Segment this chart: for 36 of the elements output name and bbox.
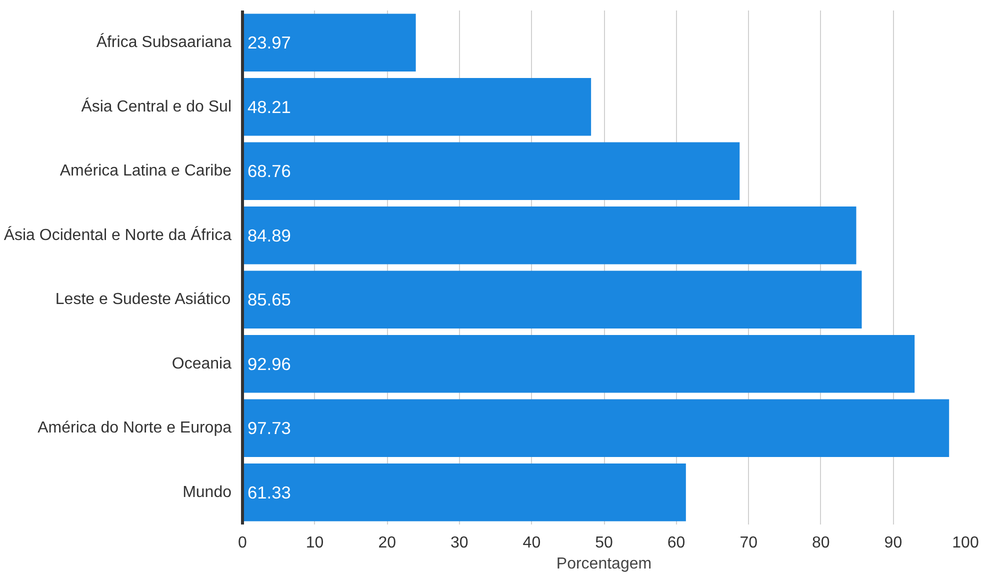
- y-tick-label: Ásia Ocidental e Norte da África: [4, 226, 232, 244]
- x-tick-label: 60: [667, 534, 686, 552]
- data-label: 23.97: [248, 32, 291, 53]
- data-label: 97.73: [248, 418, 291, 438]
- x-tick-label: 70: [740, 534, 758, 552]
- bar: [242, 142, 740, 200]
- x-tick-label: 80: [812, 534, 830, 552]
- data-label: 61.33: [248, 482, 291, 502]
- bar: [242, 78, 592, 136]
- x-tick-label: 90: [884, 534, 902, 552]
- x-tick-label: 0: [238, 534, 248, 552]
- bar: [242, 270, 862, 329]
- x-tick-label: 40: [522, 534, 541, 552]
- x-tick-label: 30: [450, 534, 468, 552]
- x-tick-label: 100: [952, 534, 979, 552]
- bar: [242, 463, 686, 522]
- data-label: 68.76: [248, 161, 291, 182]
- data-label: 84.89: [248, 225, 291, 246]
- bar: [242, 14, 416, 72]
- y-tick-label: América do Norte e Europa: [38, 420, 232, 437]
- data-label: 48.21: [248, 96, 291, 117]
- y-tick-label: Ásia Central e do Sul: [81, 97, 232, 116]
- bar: [242, 399, 950, 458]
- y-tick-label: Leste e Sudeste Asiático: [55, 291, 231, 308]
- x-tick-label: 10: [306, 534, 324, 552]
- data-label: 85.65: [248, 290, 291, 310]
- y-tick-label: América Latina e Caribe: [60, 162, 232, 180]
- bar: [242, 334, 915, 393]
- x-tick-label: 20: [378, 534, 396, 552]
- y-tick-label: Mundo: [182, 484, 232, 501]
- y-tick-label: Oceania: [172, 355, 232, 372]
- bar: [242, 206, 856, 264]
- y-tick-label: África Subsaariana: [96, 33, 232, 52]
- x-tick-label: 50: [595, 534, 613, 552]
- x-axis-title: Porcentagem: [556, 556, 652, 572]
- data-label: 92.96: [248, 354, 291, 374]
